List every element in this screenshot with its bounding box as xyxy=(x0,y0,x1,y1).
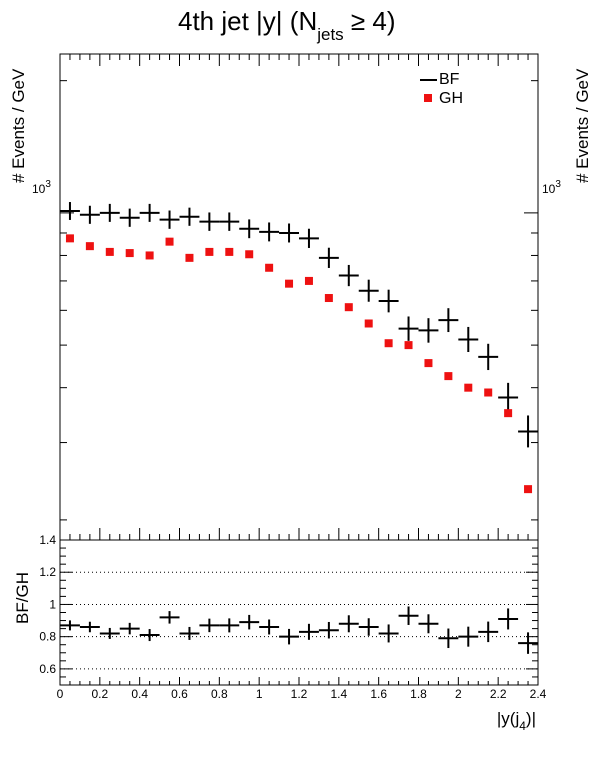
x-tick-label: 0.8 xyxy=(211,687,228,701)
gh-point xyxy=(245,250,254,259)
top-panel-frame xyxy=(59,53,539,541)
gh-point xyxy=(444,372,453,381)
legend-box xyxy=(416,58,486,114)
gh-point xyxy=(205,247,214,256)
gh-point xyxy=(424,359,433,368)
x-tick-label: 2.2 xyxy=(490,687,507,701)
x-tick-label: 0.6 xyxy=(171,687,188,701)
xlabel-subscript: 4 xyxy=(519,719,526,733)
x-tick-label: 1.4 xyxy=(330,687,347,701)
xlabel-tail: )| xyxy=(526,709,536,728)
x-tick-label: 2 xyxy=(455,687,462,701)
gh-point xyxy=(225,247,234,256)
ratio-ytick-label: 1.4 xyxy=(39,533,56,547)
gh-point xyxy=(265,263,274,272)
x-axis-label: |y(j4)| xyxy=(497,709,536,733)
xlabel-main: |y(j xyxy=(497,709,519,728)
ratio-ytick-label: 1.2 xyxy=(39,565,56,579)
top-ylabel-left: # Events / GeV xyxy=(9,68,28,183)
gh-point xyxy=(524,485,533,494)
x-tick-label: 1.6 xyxy=(370,687,387,701)
gh-point xyxy=(145,251,154,260)
plot-marks: 0 0.2 0.4 0.6 0.8 1 1.2 1.4 1.6 1.8 2 2.2 2.4 0.6 0.8 1… xyxy=(39,54,547,701)
legend-bf-label: BF xyxy=(439,71,460,88)
title-tail: ≥ 4) xyxy=(344,6,396,36)
gh-point xyxy=(464,383,473,392)
ratio-ytick-label: 0.8 xyxy=(39,630,56,644)
top-ytick-label-right: 103 xyxy=(542,179,561,196)
ratio-ylabel: BF/GH xyxy=(13,572,32,624)
legend: BF GH xyxy=(416,58,486,114)
ratio-ytick-label: 1 xyxy=(49,597,56,611)
gh-point xyxy=(384,339,393,348)
gh-point xyxy=(165,237,174,246)
x-tick-label: 1.2 xyxy=(291,687,308,701)
gh-point xyxy=(504,409,513,418)
top-ylabel-right: # Events / GeV xyxy=(573,68,592,183)
gh-point xyxy=(404,341,413,350)
gh-point xyxy=(185,253,194,262)
gh-point xyxy=(324,294,333,303)
x-tick-label: 2.4 xyxy=(530,687,547,701)
x-tick-label: 1 xyxy=(256,687,263,701)
x-tick-label: 0 xyxy=(57,687,64,701)
gh-point xyxy=(105,247,114,256)
gh-point xyxy=(484,388,493,397)
gh-point xyxy=(285,279,294,288)
gh-point xyxy=(65,234,74,243)
ratio-ytick-label: 0.6 xyxy=(39,662,56,676)
legend-gh-label: GH xyxy=(439,90,463,107)
x-tick-label: 0.4 xyxy=(131,687,148,701)
top-ytick-label-left: 103 xyxy=(32,179,51,196)
gh-point xyxy=(364,319,373,328)
gh-point xyxy=(304,276,313,285)
gh-point xyxy=(85,242,94,251)
title-main: 4th jet |y| (N xyxy=(178,6,317,36)
gh-point xyxy=(344,303,353,312)
chart-title: 4th jet |y| (Njets ≥ 4) xyxy=(178,6,396,44)
title-subscript: jets xyxy=(316,25,343,44)
x-tick-label: 0.2 xyxy=(91,687,108,701)
gh-point xyxy=(125,249,134,258)
legend-gh-marker xyxy=(424,94,432,102)
x-tick-label: 1.8 xyxy=(410,687,427,701)
ratio-panel-frame xyxy=(59,539,539,686)
